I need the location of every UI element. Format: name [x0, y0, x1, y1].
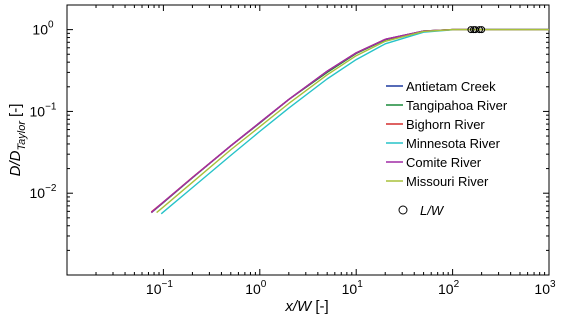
x-tick-label: 100: [245, 279, 267, 297]
marker-points: [467, 26, 486, 34]
legend-label: Antietam Creek: [406, 79, 496, 94]
legend-label: Tangipahoa River: [406, 98, 508, 113]
y-axis-title: D/DTaylor [-]: [7, 104, 28, 177]
legend: Antietam Creek Tangipahoa River Bighorn Ri…: [386, 79, 508, 218]
legend-label: Comite River: [406, 155, 482, 170]
legend-label: Bighorn River: [406, 117, 485, 132]
y-axis-subscript: Taylor: [16, 120, 28, 151]
y-axis-unit: [-]: [7, 104, 24, 117]
lw-marker: [478, 26, 486, 34]
axis-ticks: 10−1 100 101 102 103 10−2 10−1 100: [30, 4, 556, 297]
x-tick-label: 10−1: [146, 279, 173, 297]
legend-label: Minnesota River: [406, 136, 501, 151]
lw-marker: [475, 26, 483, 34]
y-tick-label: 100: [32, 20, 54, 38]
x-axis-title: x/W [-]: [284, 298, 328, 315]
y-axis-main: D/D: [7, 150, 24, 176]
y-tick-label: 10−2: [30, 183, 57, 201]
plot-area: [66, 4, 550, 276]
legend-marker-label: L/W: [420, 203, 445, 218]
legend-marker-symbol: [398, 205, 408, 215]
x-axis-variable: x/W: [284, 298, 313, 315]
lw-marker: [467, 26, 475, 34]
legend-label: Missouri River: [406, 174, 489, 189]
x-tick-label: 102: [438, 279, 460, 297]
y-tick-label: 10−1: [30, 101, 57, 119]
x-tick-label: 103: [534, 279, 556, 297]
x-tick-label: 101: [342, 279, 364, 297]
x-axis-unit: [-]: [315, 298, 328, 315]
